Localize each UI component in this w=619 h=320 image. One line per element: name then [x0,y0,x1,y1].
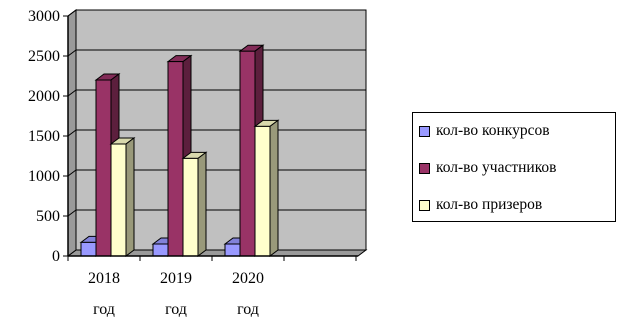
legend: кол-во конкурсов кол-во участников кол-в… [412,112,616,222]
x-tick-label: год [237,301,259,318]
y-tick-label: 1000 [28,168,60,185]
bar-front [80,241,97,257]
bar-front [95,79,112,257]
bar-side [125,137,135,257]
legend-label-winners: кол-во призеров [436,196,543,213]
gridline-side [67,49,77,57]
gridline-side [67,209,77,217]
gridline-side [67,9,77,17]
bar-front [182,157,199,257]
axes: 0 500 1000 1500 2000 2500 3000 2018 год 2019 год 20… [28,8,358,318]
legend-item-participants: кол-во участников [419,158,557,178]
y-tick-label: 2500 [28,48,60,65]
y-tick-label: 2000 [28,88,60,105]
bar-front [167,61,184,257]
x-tick-label: 2020 [232,270,264,287]
bar-front [239,50,256,257]
x-tick-label: год [165,301,187,318]
gridline-side [67,89,77,97]
bar-front [152,243,169,257]
bar-side [197,151,207,257]
bar [253,119,280,257]
legend-item-winners: кол-во призеров [419,195,542,215]
legend-swatch-contests [419,125,430,137]
bars [79,44,280,257]
bar-front [254,125,271,257]
legend-swatch-participants [419,162,430,174]
y-tick-label: 3000 [28,8,60,25]
x-tick-label: 2018 [88,270,120,287]
legend-item-contests: кол-во конкурсов [419,121,550,141]
gridline-side [67,169,77,177]
bar-front [224,243,241,257]
y-tick-label: 1500 [28,128,60,145]
bar-side [269,119,279,257]
bar-front [110,143,127,257]
legend-swatch-winners [419,199,430,211]
y-tick-label: 500 [36,208,60,225]
y-tick-label: 0 [52,248,60,265]
gridline-side [67,129,77,137]
bar [109,137,136,257]
legend-label-contests: кол-во конкурсов [436,122,550,139]
x-tick-label: 2019 [160,270,192,287]
x-tick-label: год [93,301,115,318]
legend-label-participants: кол-во участников [436,159,557,176]
bar [181,151,208,257]
